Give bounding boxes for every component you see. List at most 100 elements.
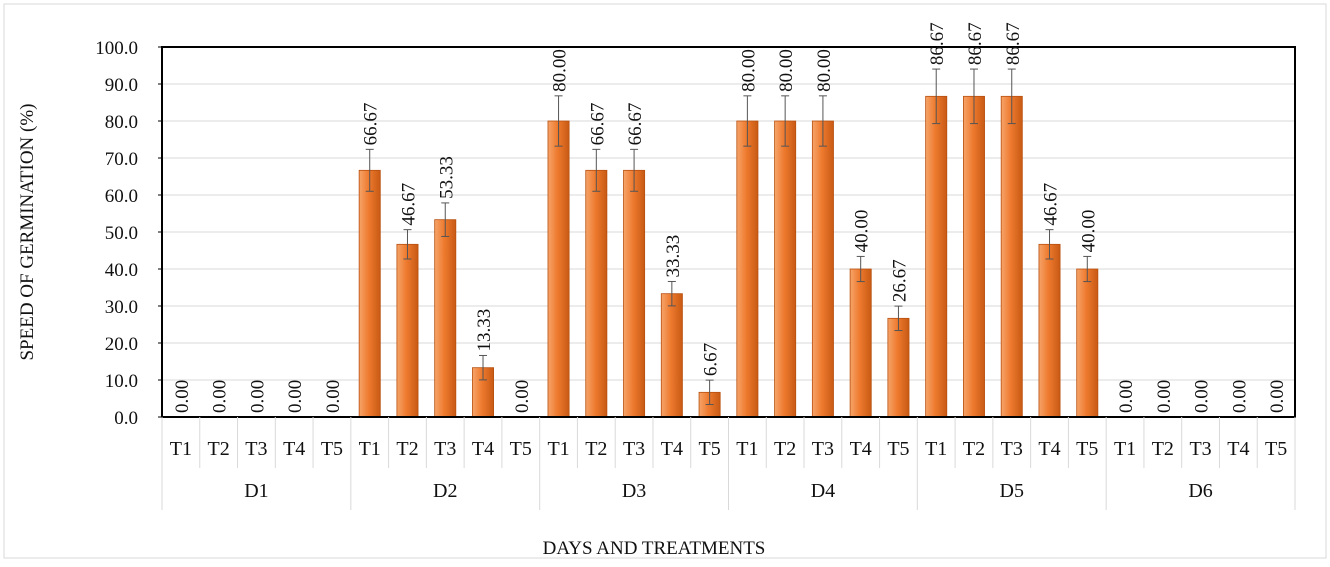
data-label: 0.00 bbox=[1154, 380, 1175, 413]
data-label: 0.00 bbox=[285, 380, 306, 413]
data-label: 0.00 bbox=[1229, 380, 1250, 413]
bar bbox=[623, 169, 646, 418]
bar bbox=[887, 317, 910, 418]
bar bbox=[547, 120, 570, 418]
bars bbox=[358, 95, 1099, 418]
data-label: 66.67 bbox=[625, 103, 646, 146]
data-label: 40.00 bbox=[1078, 210, 1099, 253]
data-label: 0.00 bbox=[1192, 380, 1213, 413]
x-tick-label: T3 bbox=[1001, 438, 1023, 460]
error-bar bbox=[818, 95, 827, 147]
bar bbox=[358, 169, 381, 418]
error-bar bbox=[781, 95, 790, 147]
data-label: 46.67 bbox=[1041, 183, 1062, 226]
error-bar bbox=[630, 148, 639, 192]
y-tick-label: 80.0 bbox=[105, 112, 138, 133]
data-label: 46.67 bbox=[398, 183, 419, 226]
bar bbox=[849, 268, 872, 418]
data-label: 80.00 bbox=[776, 49, 797, 92]
group-label: D6 bbox=[1188, 480, 1212, 502]
x-tick-label: T1 bbox=[736, 438, 758, 460]
data-label: 80.00 bbox=[814, 49, 835, 92]
data-label: 0.00 bbox=[172, 380, 193, 413]
data-label: 80.00 bbox=[738, 49, 759, 92]
data-label: 86.67 bbox=[927, 22, 948, 65]
y-tick-label: 10.0 bbox=[105, 371, 138, 392]
y-tick-label: 90.0 bbox=[105, 75, 138, 96]
bar bbox=[736, 120, 759, 418]
x-tick-label: T4 bbox=[661, 438, 683, 460]
bar bbox=[774, 120, 797, 418]
data-label: 86.67 bbox=[965, 22, 986, 65]
data-label: 40.00 bbox=[852, 210, 873, 253]
group-label: D1 bbox=[244, 480, 268, 502]
error-bar bbox=[1007, 68, 1016, 125]
y-axis-ticks: 0.0 10.0 20.0 30.0 40.0 50.0 60.0 70.0 80.0 90.0 1… bbox=[95, 38, 162, 429]
x-tick-label: T4 bbox=[472, 438, 494, 460]
error-bar bbox=[592, 148, 601, 192]
x-tick-label: T2 bbox=[1152, 438, 1174, 460]
y-tick-label: 30.0 bbox=[105, 297, 138, 318]
x-tick-label: T5 bbox=[321, 438, 343, 460]
error-bar bbox=[743, 95, 752, 147]
x-tick-label: T3 bbox=[1189, 438, 1211, 460]
data-labels: 0.00 0.00 0.00 0.00 0.00 66.67 46.67 53.33 13.33… bbox=[172, 22, 1288, 413]
x-tick-label: T5 bbox=[510, 438, 532, 460]
data-label: 0.00 bbox=[512, 380, 533, 413]
data-label: 80.00 bbox=[550, 49, 571, 92]
y-tick-label: 70.0 bbox=[105, 149, 138, 170]
data-label: 33.33 bbox=[663, 235, 684, 278]
y-tick-label: 60.0 bbox=[105, 186, 138, 207]
y-tick-label: 100.0 bbox=[95, 38, 138, 59]
bar bbox=[1076, 268, 1099, 418]
data-label: 0.00 bbox=[1116, 380, 1137, 413]
error-bar bbox=[705, 379, 714, 406]
bar bbox=[585, 169, 608, 418]
error-bar bbox=[667, 280, 676, 307]
x-axis: T1 T2 T3 T4 T5 D1 T1 T2 T3 T4 T5 D2 T1 T2 T3 T4 T5 D3 T1 T2… bbox=[161, 417, 1296, 510]
error-bar bbox=[479, 354, 488, 381]
x-axis-title: DAYS AND TREATMENTS bbox=[543, 538, 766, 559]
x-tick-label: T2 bbox=[396, 438, 418, 460]
x-tick-label: T1 bbox=[547, 438, 569, 460]
error-bar bbox=[365, 148, 374, 192]
x-tick-label: T2 bbox=[208, 438, 230, 460]
x-tick-label: T3 bbox=[812, 438, 834, 460]
bar bbox=[925, 95, 948, 418]
bar bbox=[396, 243, 419, 418]
y-tick-label: 20.0 bbox=[105, 334, 138, 355]
x-tick-label: T3 bbox=[623, 438, 645, 460]
x-tick-label: T5 bbox=[1076, 438, 1098, 460]
data-label: 0.00 bbox=[323, 380, 344, 413]
data-label: 0.00 bbox=[210, 380, 231, 413]
y-tick-label: 40.0 bbox=[105, 260, 138, 281]
error-bar bbox=[894, 305, 903, 332]
bar bbox=[1038, 243, 1061, 418]
data-label: 0.00 bbox=[247, 380, 268, 413]
error-bar bbox=[969, 68, 978, 125]
bar bbox=[963, 95, 985, 418]
x-tick-label: T1 bbox=[170, 438, 192, 460]
data-label: 0.00 bbox=[1267, 380, 1288, 413]
x-tick-label: T4 bbox=[1038, 438, 1060, 460]
y-tick-label: 50.0 bbox=[105, 223, 138, 244]
error-bar bbox=[1083, 255, 1092, 283]
data-label: 53.33 bbox=[436, 156, 457, 199]
group-label: D4 bbox=[811, 480, 835, 502]
error-bar bbox=[554, 95, 563, 147]
x-tick-label: T2 bbox=[963, 438, 985, 460]
x-tick-label: T4 bbox=[1227, 438, 1249, 460]
data-label: 66.67 bbox=[361, 103, 382, 146]
error-bar bbox=[932, 68, 941, 125]
x-tick-label: T2 bbox=[585, 438, 607, 460]
data-label: 26.67 bbox=[889, 259, 910, 302]
group-label: D3 bbox=[622, 480, 646, 502]
x-tick-label: T5 bbox=[1265, 438, 1287, 460]
x-tick-label: T3 bbox=[434, 438, 456, 460]
data-label: 86.67 bbox=[1003, 22, 1024, 65]
bar bbox=[660, 293, 683, 418]
x-tick-label: T5 bbox=[699, 438, 721, 460]
bar bbox=[434, 219, 457, 418]
